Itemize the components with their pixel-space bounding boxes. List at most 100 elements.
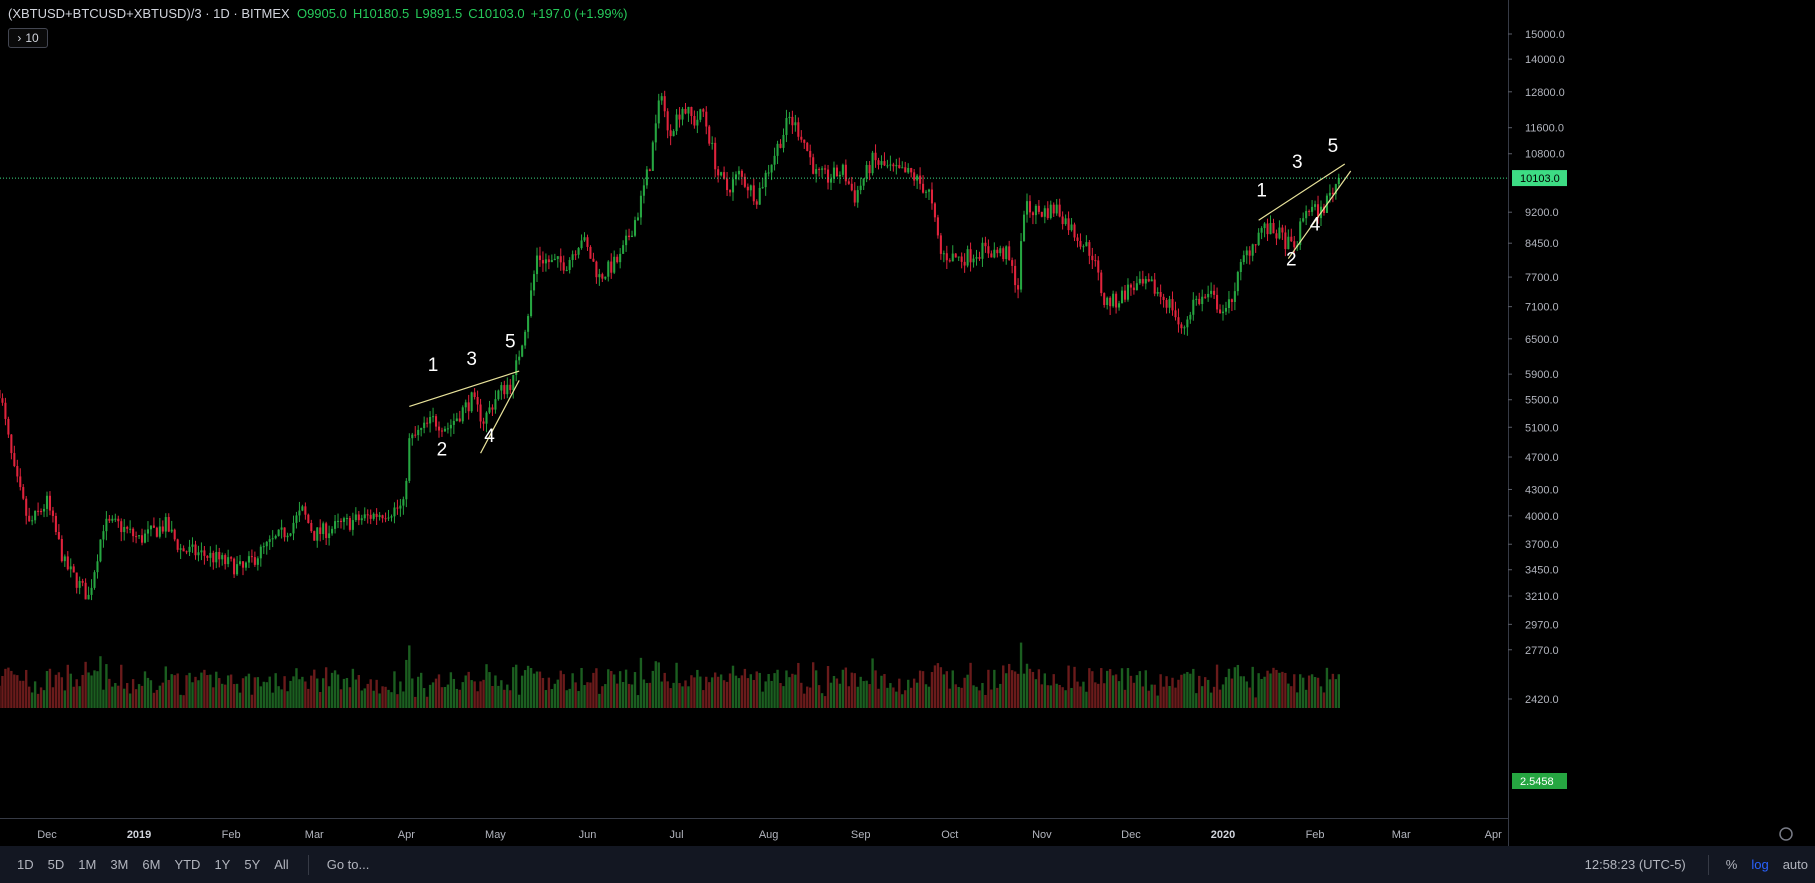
candle-body <box>1299 221 1302 245</box>
candle-body <box>188 546 191 553</box>
candle-body <box>331 528 334 534</box>
range-ytd[interactable]: YTD <box>174 857 201 872</box>
volume-bar <box>366 683 369 708</box>
candle-body <box>16 466 19 477</box>
volume-bar <box>960 687 963 708</box>
volume-bar <box>532 673 536 708</box>
volume-bar <box>924 684 928 708</box>
range-3m[interactable]: 3M <box>110 857 129 872</box>
candle-body <box>446 428 449 430</box>
volume-bar <box>672 682 675 708</box>
candle-body <box>212 552 215 563</box>
volume-bar <box>1186 672 1189 708</box>
volume-bar <box>583 685 586 708</box>
volume-bar <box>737 678 741 708</box>
volume-bar <box>743 668 747 708</box>
candle-body <box>601 274 604 279</box>
volume-bar <box>1251 666 1254 708</box>
candle-body <box>1118 303 1121 308</box>
candle-body <box>1239 262 1242 273</box>
volume-bar <box>1307 675 1311 708</box>
volume-bar <box>515 664 518 708</box>
volume-bar <box>357 675 361 708</box>
volume-bar <box>99 656 102 708</box>
candle-body <box>957 256 960 258</box>
goto-date-button[interactable]: Go to... <box>326 857 370 872</box>
volume-bar <box>1019 642 1023 708</box>
price-axis[interactable]: 15000.0 14000.0 12800.0 11600.0 10800.0 9200.… <box>1508 0 1815 846</box>
volume-bar <box>1097 683 1100 708</box>
candle-body <box>633 220 637 236</box>
volume-bar <box>945 671 949 708</box>
volume-bar <box>443 686 447 708</box>
candle-body <box>628 235 631 238</box>
range-5d[interactable]: 5D <box>47 857 65 872</box>
volume-bar <box>1239 676 1243 708</box>
price-tick-label: 3450.0 <box>1525 565 1559 577</box>
volume-bar <box>90 675 93 708</box>
volume-bar <box>304 681 307 708</box>
candle-body <box>143 533 147 543</box>
volume-bar <box>179 694 182 708</box>
log-scale-toggle[interactable]: log <box>1751 857 1769 872</box>
candle-body <box>426 422 429 424</box>
volume-bar <box>871 658 874 708</box>
range-1y[interactable]: 1Y <box>214 857 231 872</box>
volume-bar <box>123 688 126 708</box>
candle-body <box>559 256 562 263</box>
price-tick-label: 15000.0 <box>1525 29 1565 41</box>
indicators-collapse-button[interactable]: › 10 <box>8 28 48 48</box>
volume-bar <box>437 674 441 708</box>
range-5y[interactable]: 5Y <box>244 857 261 872</box>
range-all[interactable]: All <box>274 857 289 872</box>
candle-body <box>782 134 785 148</box>
candle-body <box>414 434 417 436</box>
candle-body <box>1055 204 1058 214</box>
volume-bar <box>212 687 215 708</box>
candle-body <box>1132 287 1135 291</box>
time-axis[interactable]: Dec 2019 Feb Mar Apr May Jun Jul Aug Sep Oct Nov Dec… <box>0 818 1793 842</box>
volume-bar <box>1040 684 1044 708</box>
volume-bar <box>770 680 773 708</box>
candle-body <box>286 535 289 538</box>
volume-bar <box>384 686 387 708</box>
candle-body <box>954 253 957 258</box>
candle-body <box>1159 291 1162 297</box>
time-tick-label: Dec <box>37 829 57 841</box>
symbol-title: (XBTUSD+BTCUSD+XBTUSD)/3 · 1D · BITMEX <box>8 6 290 21</box>
candle-body <box>348 518 351 530</box>
time-tick-label: Aug <box>759 829 779 841</box>
percent-scale-toggle[interactable]: % <box>1725 857 1738 872</box>
volume-bar <box>339 689 343 708</box>
candle-body <box>265 541 268 547</box>
candle-body <box>717 169 720 176</box>
candle-body <box>1147 278 1150 282</box>
volume-bar <box>1224 677 1228 708</box>
candle-body <box>669 130 672 137</box>
volume-bar <box>1206 679 1210 708</box>
volume-bar <box>918 670 922 708</box>
range-1d[interactable]: 1D <box>17 857 34 872</box>
range-1m[interactable]: 1M <box>78 857 97 872</box>
candle-body <box>256 558 259 565</box>
range-6m[interactable]: 6M <box>142 857 161 872</box>
chart-legend: (XBTUSD+BTCUSD+XBTUSD)/3 · 1D · BITMEX O… <box>8 6 633 21</box>
clock-timezone[interactable]: 12:58:23 (UTC-5) <box>1584 857 1686 872</box>
candle-body <box>1082 246 1085 248</box>
auto-scale-toggle[interactable]: auto <box>1782 857 1808 872</box>
candle-body <box>966 249 969 266</box>
volume-bar <box>274 673 277 708</box>
volume-bar <box>898 678 901 708</box>
candle-body <box>1076 237 1079 241</box>
candle-body <box>494 399 497 410</box>
volume-bar <box>1073 666 1076 708</box>
volume-bar <box>981 682 984 708</box>
volume-bar <box>630 684 634 708</box>
candle-body <box>283 527 286 538</box>
close-value: C10103.0 <box>468 6 525 21</box>
volume-bar <box>1132 682 1136 708</box>
volume-bar <box>301 676 304 708</box>
volume-bar <box>1 675 4 708</box>
price-tick-label: 4700.0 <box>1525 452 1559 464</box>
